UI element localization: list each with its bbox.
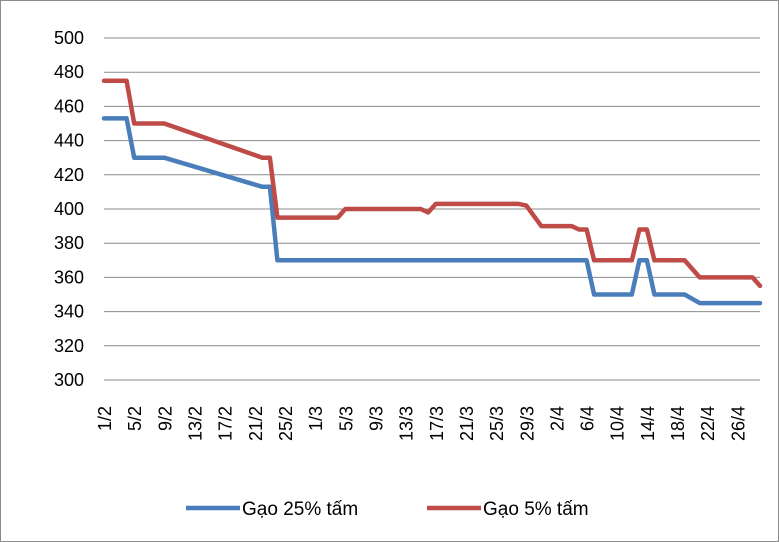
x-axis: 1/2 5/2 9/2 13/2 17/2 21/2 25/2 1/3 5/3 9/3 13/3 17… (95, 406, 748, 441)
x-tick-label: 6/4 (578, 406, 598, 431)
y-tick-label: 420 (54, 165, 84, 185)
x-tick-label: 1/3 (306, 406, 326, 431)
x-tick-label: 9/2 (155, 406, 175, 431)
x-tick-label: 26/4 (728, 406, 748, 441)
x-tick-label: 22/4 (698, 406, 718, 441)
x-tick-label: 17/2 (216, 406, 236, 441)
y-tick-label: 500 (54, 28, 84, 48)
y-tick-label: 380 (54, 233, 84, 253)
y-tick-label: 360 (54, 267, 84, 287)
y-axis: 500 480 460 440 420 400 380 360 340 320 300 (54, 28, 84, 390)
legend: Gạo 25% tấm Gạo 5% tấm (186, 499, 589, 520)
x-tick-label: 13/2 (185, 406, 205, 441)
legend-label-gao-25: Gạo 25% tấm (242, 499, 358, 520)
x-tick-label: 13/3 (397, 406, 417, 441)
series-lines (101, 78, 763, 306)
x-tick-label: 21/2 (246, 406, 266, 441)
x-tick-label: 2/4 (547, 406, 567, 431)
x-tick-label: 14/4 (638, 406, 658, 441)
y-tick-label: 340 (54, 302, 84, 322)
series-line-1 (101, 78, 763, 289)
x-tick-label: 25/3 (487, 406, 507, 441)
x-tick-label: 18/4 (668, 406, 688, 441)
x-tick-label: 25/2 (276, 406, 296, 441)
x-tick-label: 10/4 (608, 406, 628, 441)
x-tick-label: 1/2 (95, 406, 115, 431)
x-tick-label: 9/3 (366, 406, 386, 431)
y-tick-label: 460 (54, 96, 84, 116)
y-tick-label: 320 (54, 336, 84, 356)
x-tick-label: 21/3 (457, 406, 477, 441)
y-tick-label: 400 (54, 199, 84, 219)
y-tick-label: 440 (54, 131, 84, 151)
x-tick-label: 29/3 (517, 406, 537, 441)
x-tick-label: 5/2 (125, 406, 145, 431)
y-tick-label: 300 (54, 370, 84, 390)
series-line-0 (101, 116, 763, 306)
x-tick-label: 17/3 (427, 406, 447, 441)
legend-label-gao-5: Gạo 5% tấm (483, 499, 589, 520)
x-tick-label: 5/3 (336, 406, 356, 431)
y-tick-label: 480 (54, 62, 84, 82)
